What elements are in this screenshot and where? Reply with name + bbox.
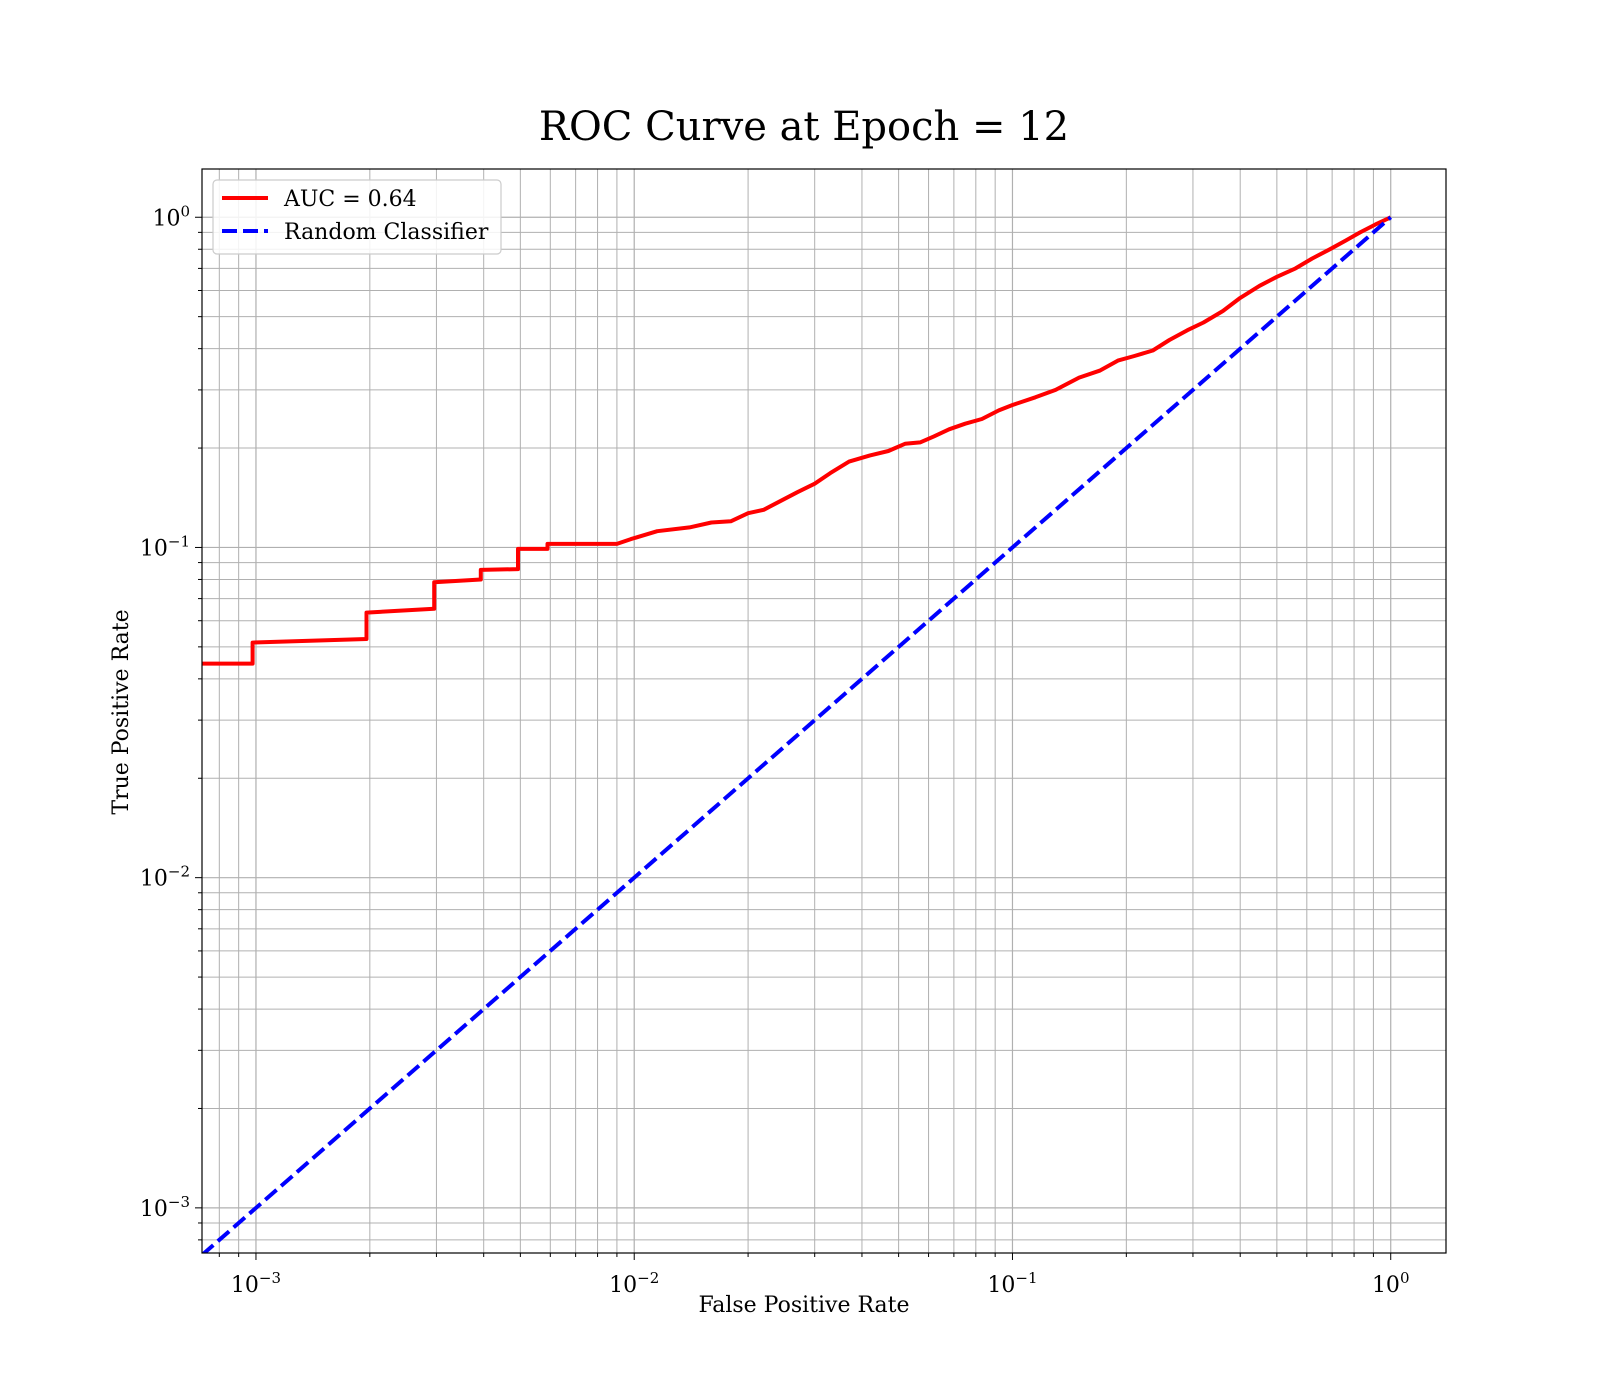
- y-tick-label: 10−3: [140, 1193, 190, 1222]
- x-tick-label: 10−3: [231, 1269, 281, 1298]
- y-tick-label: 10−1: [140, 532, 190, 561]
- x-tick-label: 100: [1372, 1269, 1410, 1298]
- series-lines: [202, 215, 1393, 1253]
- x-tick-label: 10−2: [609, 1269, 659, 1298]
- ticks: 10−3 10−2 10−1 100 10−3 10−2 10−1 100: [140, 202, 1410, 1298]
- legend-box: [212, 179, 502, 255]
- legend-label-auc: AUC = 0.64: [283, 187, 417, 212]
- y-tick-label: 100: [152, 202, 190, 231]
- x-axis-label: False Positive Rate: [698, 1293, 909, 1318]
- y-axis-label: True Positive Rate: [109, 609, 134, 814]
- chart-title: ROC Curve at Epoch = 12: [539, 104, 1069, 150]
- plot-frame: [201, 168, 1447, 1254]
- legend-label-random: Random Classifier: [284, 220, 489, 245]
- legend: AUC = 0.64 Random Classifier: [212, 179, 502, 255]
- roc-curve-line: [202, 215, 1392, 666]
- random-classifier-line: [202, 215, 1393, 1253]
- y-tick-label: 10−2: [140, 863, 190, 892]
- x-tick-label: 10−1: [987, 1269, 1037, 1298]
